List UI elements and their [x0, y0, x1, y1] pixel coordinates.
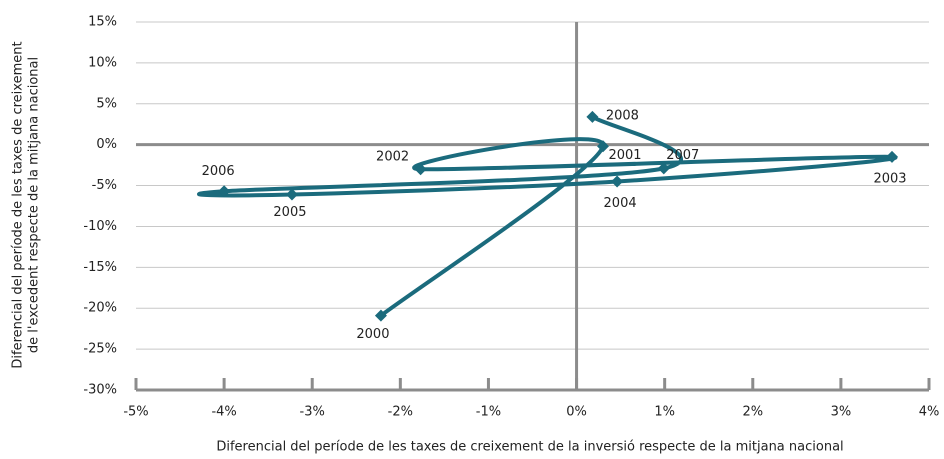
x-tick-label: 3%: [831, 405, 852, 420]
point-marker: [596, 140, 609, 153]
point-label: 2008: [606, 108, 639, 123]
point-label: 2006: [202, 164, 235, 179]
y-axis-label-line: Diferencial del període de les taxes de …: [11, 41, 26, 368]
x-tick-label: -5%: [123, 405, 148, 420]
x-tick-label: 0%: [566, 405, 587, 420]
point-marker: [586, 110, 599, 123]
x-tick-label: -1%: [476, 405, 501, 420]
point-label: 2003: [873, 171, 906, 186]
point-label: 2001: [608, 148, 641, 163]
point-label: 2004: [604, 196, 637, 211]
connecting-line: [197, 115, 898, 318]
y-tick-label: -25%: [83, 342, 117, 357]
x-tick-label: 4%: [919, 405, 940, 420]
point-marker: [374, 309, 387, 322]
y-tick-label: -10%: [83, 219, 117, 234]
point-label: 2007: [666, 148, 699, 163]
point-marker: [885, 150, 898, 163]
y-tick-label: -20%: [83, 301, 117, 316]
x-axis-label: Diferencial del període de les taxes de …: [216, 440, 843, 455]
point-marker: [414, 163, 427, 176]
y-axis-label: Diferencial del període de les taxes de …: [11, 41, 42, 368]
x-tick-label: 2%: [742, 405, 763, 420]
point-label: 2002: [376, 150, 409, 165]
point-marker: [611, 175, 624, 188]
point-marker: [218, 185, 231, 198]
point-marker: [657, 162, 670, 175]
y-tick-label: 0%: [96, 137, 117, 152]
x-tick-label: -3%: [300, 405, 325, 420]
x-tick-label: -2%: [388, 405, 413, 420]
y-axis-label-line: de l'excedent respecte de la mitjana nac…: [27, 57, 42, 353]
point-marker: [285, 188, 298, 201]
y-tick-label: 15%: [88, 15, 117, 30]
y-tick-label: -5%: [92, 178, 117, 193]
point-label: 2000: [356, 327, 389, 342]
y-tick-label: -30%: [83, 383, 117, 398]
point-label: 2005: [273, 205, 306, 220]
x-tick-label: 1%: [654, 405, 675, 420]
x-tick-label: -4%: [211, 405, 236, 420]
y-tick-label: -15%: [83, 260, 117, 275]
y-tick-label: 10%: [88, 55, 117, 70]
y-tick-label: 5%: [96, 96, 117, 111]
